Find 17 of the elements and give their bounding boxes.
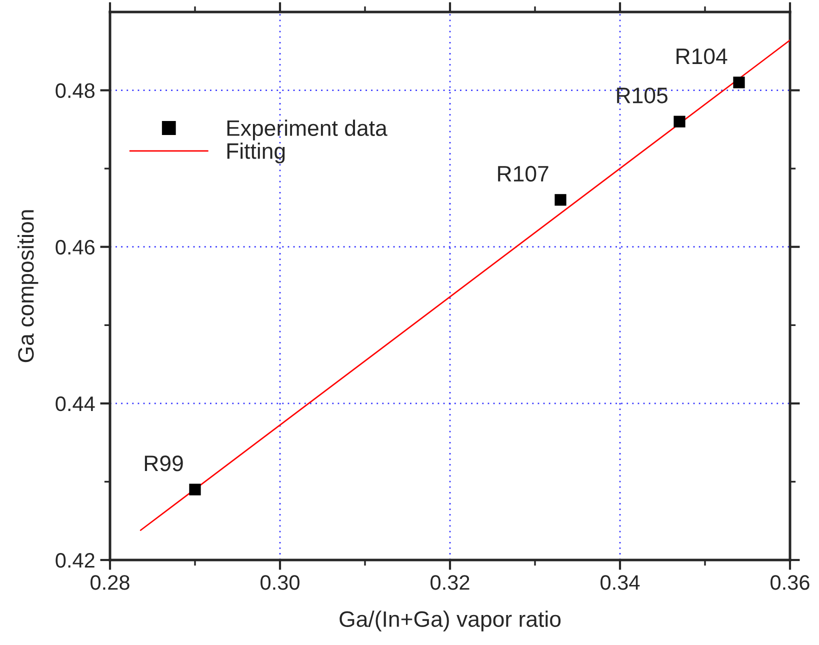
x-tick-label: 0.36 (770, 575, 810, 590)
annotation: R99 (144, 456, 183, 472)
x-tick-label: 0.28 (90, 575, 130, 590)
y-tick-label: 0.42 (56, 553, 94, 568)
annotation: R104 (676, 48, 728, 64)
legend-label: Fitting (227, 142, 285, 164)
y-tick-label: 0.48 (56, 83, 95, 98)
annotation: R105 (617, 88, 668, 104)
annotation: R107 (498, 166, 548, 182)
y-tick-label: 0.44 (56, 396, 95, 412)
x-axis-title: Ga/(In+Ga) vapor ratio (340, 610, 561, 632)
y-axis-title: Ga composition (17, 210, 38, 362)
legend-label: Experiment data (227, 120, 388, 140)
x-tick-label: 0.34 (600, 575, 640, 590)
x-tick-label: 0.30 (260, 575, 300, 590)
y-tick-label: 0.46 (56, 240, 95, 255)
x-tick-label: 0.32 (430, 575, 470, 590)
